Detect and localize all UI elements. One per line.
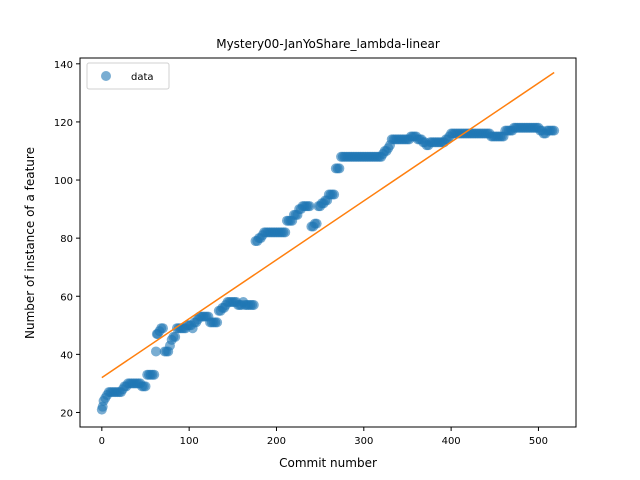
y-axis: 20 40 60 80 100 120 140 (54, 60, 80, 419)
data-point (170, 331, 181, 342)
x-tick-label: 0 (99, 436, 105, 447)
plot-frame (79, 57, 577, 428)
data-point (304, 201, 315, 212)
plot-area (79, 57, 577, 428)
x-tick-label: 100 (180, 436, 199, 447)
y-tick-label: 80 (60, 234, 73, 245)
y-tick-label: 100 (54, 176, 73, 187)
series-data (96, 122, 560, 415)
chart-title: Mystery00-JanYoShare_lambda-linear (216, 37, 440, 51)
y-tick-label: 60 (60, 292, 73, 303)
x-axis: 0 100 200 300 400 500 (99, 427, 548, 447)
data-point (157, 323, 168, 334)
x-axis-label: Commit number (279, 456, 377, 470)
y-tick-label: 140 (54, 60, 73, 71)
data-point (549, 125, 560, 136)
data-point (280, 227, 291, 238)
data-point (334, 163, 345, 174)
data-point (149, 369, 160, 380)
data-point (150, 346, 161, 357)
legend-marker-data (101, 71, 111, 81)
legend-box (86, 62, 170, 90)
y-tick-label: 120 (54, 118, 73, 129)
data-point (311, 218, 322, 229)
data-point (140, 381, 151, 392)
legend-label-data: data (131, 72, 154, 83)
legend: data (86, 62, 170, 90)
x-tick-label: 300 (354, 436, 373, 447)
y-tick-label: 40 (60, 350, 73, 361)
fit-line (101, 71, 555, 379)
y-tick-label: 20 (60, 408, 73, 419)
y-axis-label: Number of instance of a feature (23, 147, 37, 339)
x-tick-label: 500 (529, 436, 548, 447)
x-tick-label: 400 (442, 436, 461, 447)
x-tick-label: 200 (267, 436, 286, 447)
data-point (212, 317, 223, 328)
data-point (248, 299, 259, 310)
data-point (329, 189, 340, 200)
